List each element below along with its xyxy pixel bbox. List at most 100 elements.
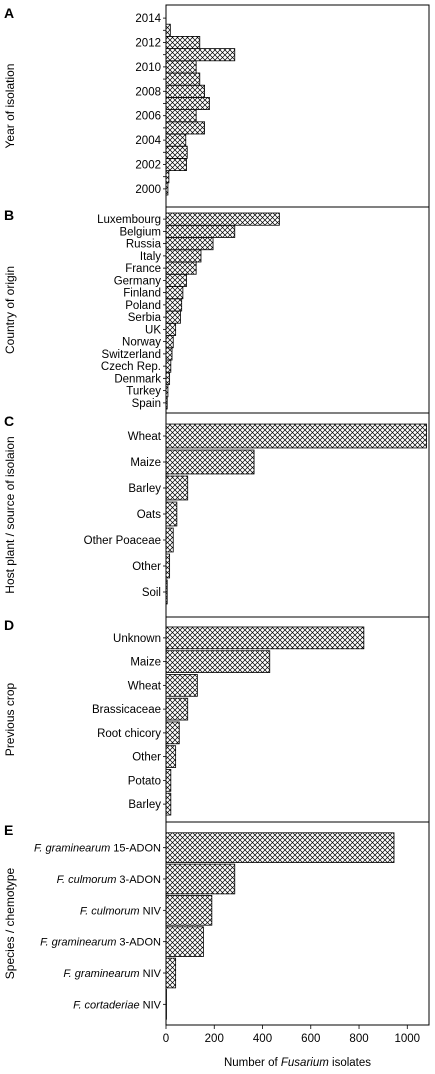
y-axis-label: Country of origin <box>3 266 17 354</box>
x-axis: 0 200 400 600 800 1000 Number of Fusarium isol… <box>163 1025 420 1069</box>
category-label: Unknown <box>113 633 161 645</box>
category-label: Germany <box>114 275 162 287</box>
bar <box>165 396 168 410</box>
category-label: 2010 <box>135 62 161 74</box>
y-axis-label: Previous crop <box>3 682 17 756</box>
category-label: Maize <box>130 657 161 669</box>
category-label: Belgium <box>119 226 161 238</box>
panel-label: E <box>4 822 13 838</box>
bar <box>165 957 177 989</box>
bar <box>165 449 255 475</box>
category-label: Barley <box>128 799 161 811</box>
category-label: Serbia <box>128 312 162 324</box>
x-tick-label: 400 <box>253 1033 272 1045</box>
category-label: Switzerland <box>102 349 161 361</box>
panel-label: D <box>4 617 14 633</box>
bar <box>165 23 171 37</box>
category-label: Poland <box>125 300 161 312</box>
category-label: F. culmorum NIV <box>80 905 162 917</box>
bar <box>165 697 189 721</box>
panel-c: C Host plant / source of isolaion Soil Othe… <box>3 412 430 618</box>
bar <box>165 322 177 336</box>
category-label: F. culmorum 3-ADON <box>57 874 161 886</box>
bar <box>165 359 172 373</box>
category-label: Barley <box>128 483 161 495</box>
x-tick-label: 0 <box>163 1033 169 1045</box>
bar <box>165 579 168 605</box>
category-label: 2014 <box>135 13 161 25</box>
category-label: Other <box>132 752 161 764</box>
bar <box>165 212 280 226</box>
bar <box>165 133 187 147</box>
bar <box>165 384 169 398</box>
bar <box>165 335 174 349</box>
bar <box>165 501 178 527</box>
category-label: Finland <box>123 288 161 300</box>
category-label: F. graminearum 3-ADON <box>40 937 161 949</box>
bar <box>165 298 183 312</box>
bar <box>165 60 197 74</box>
category-label: Spain <box>132 398 161 410</box>
bar <box>165 286 184 300</box>
panel-label: C <box>4 413 14 429</box>
bar <box>165 36 201 50</box>
category-label: Brassicaceae <box>92 704 161 716</box>
y-axis-label: Species / chemotype <box>3 867 17 979</box>
category-label: 2006 <box>135 111 161 123</box>
x-tick-label: 200 <box>205 1033 224 1045</box>
category-label: 2002 <box>135 160 161 172</box>
bar <box>165 97 210 111</box>
category-label: Root chicory <box>97 728 161 740</box>
bar <box>165 182 169 196</box>
bar <box>165 157 187 171</box>
y-axis-label: Year of isolation <box>3 64 17 149</box>
bar <box>165 109 197 123</box>
bar <box>165 674 198 697</box>
category-label: 2012 <box>135 38 161 50</box>
bar <box>165 72 201 86</box>
bar <box>165 170 170 184</box>
bar <box>165 84 206 98</box>
panel-d: D Previous crop Barley Potato Other Root chic… <box>3 616 430 823</box>
category-label: F. graminearum NIV <box>63 968 161 980</box>
category-label: Maize <box>130 457 161 469</box>
bar <box>165 926 204 957</box>
bar <box>165 769 172 792</box>
category-label: Potato <box>128 775 161 787</box>
bar <box>165 650 271 673</box>
category-label: Soil <box>142 587 161 599</box>
bar <box>165 237 214 251</box>
category-label: Russia <box>126 239 162 251</box>
bar <box>165 273 187 287</box>
bar <box>165 721 180 745</box>
bar <box>165 261 197 275</box>
category-label: 2000 <box>135 184 161 196</box>
category-label: 2008 <box>135 86 161 98</box>
category-label: Other <box>132 561 161 573</box>
y-axis-label: Host plant / source of isolaion <box>3 436 17 593</box>
panel-a: A Year of isolation 2000 2002 2004 2006 2008 20… <box>3 4 430 208</box>
bar <box>165 310 181 324</box>
panel-label: B <box>4 207 14 223</box>
bar <box>165 626 365 650</box>
category-label: 2004 <box>135 135 161 147</box>
category-label: Norway <box>122 337 161 349</box>
category-label: F. graminearum 15-ADON <box>34 843 161 855</box>
bar <box>165 527 174 553</box>
category-label: Wheat <box>128 431 162 443</box>
category-label: Italy <box>140 251 161 263</box>
panel-e: E Species / chemotype F. cortaderiae NIV F.… <box>3 821 430 1026</box>
bar <box>165 347 173 361</box>
x-tick-label: 800 <box>349 1033 368 1045</box>
bar <box>165 863 236 895</box>
category-label: Luxembourg <box>97 214 161 226</box>
bar <box>165 423 427 449</box>
x-axis-label: Number of Fusarium isolates <box>224 1057 371 1069</box>
bar <box>165 145 188 159</box>
category-label: Czech Rep. <box>101 361 161 373</box>
category-label: France <box>125 263 161 275</box>
bar <box>165 792 172 816</box>
category-label: UK <box>145 324 161 336</box>
bar <box>165 121 206 135</box>
